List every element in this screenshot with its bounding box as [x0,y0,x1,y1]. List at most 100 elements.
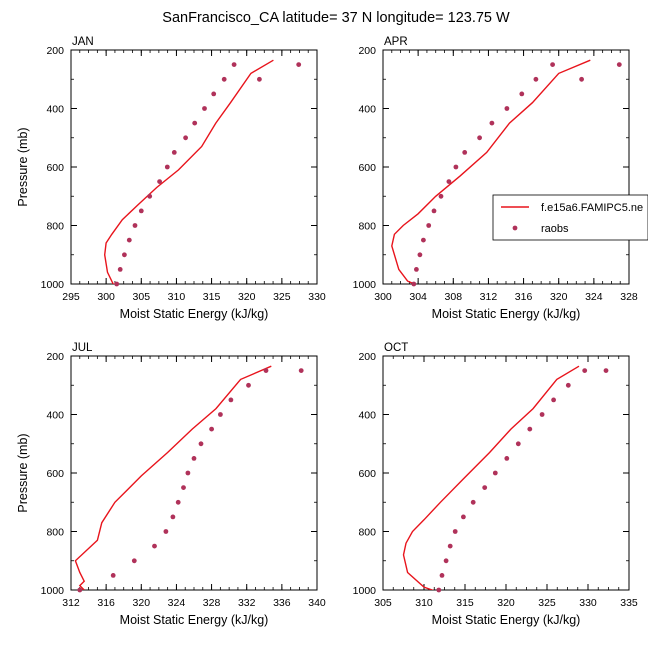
panel-label-oct: OCT [384,342,408,354]
y-axis-label-jan: Pressure (mb) [16,127,30,206]
obs-point-jul [110,573,116,578]
x-tick-label-oct: 330 [579,597,597,609]
obs-point-oct [482,485,488,490]
panel-apr: 300 304 308 312 316 320 324 328 200 400 600 800 1000… [353,36,638,321]
obs-point-apr [579,76,584,82]
obs-point-jul [198,441,204,447]
obs-point-jul [228,397,234,403]
legend: f.e15a6.FAMIPC5.ne raobs [492,194,648,241]
x-tick-label-jul: 328 [203,597,221,609]
x-axis-label-jan: Moist Static Energy (kJ/kg) [120,307,269,321]
legend-label-model: f.e15a6.FAMIPC5.ne [541,202,643,214]
obs-point-apr [411,281,417,287]
obs-point-jan [257,76,262,82]
x-tick-label-jul: 336 [273,597,291,609]
obs-point-jan [221,76,227,82]
x-tick-label-apr: 324 [585,291,603,303]
x-tick-label-jan: 325 [273,291,291,303]
x-tick-label-apr: 308 [445,291,463,303]
obs-point-apr [462,150,468,155]
obs-point-jan [138,208,144,214]
obs-point-oct [539,412,545,417]
x-tick-label-oct: 325 [538,597,556,609]
obs-point-oct [443,558,449,564]
obs-point-apr [426,223,432,228]
obs-point-jan [171,150,177,155]
obs-point-jan [164,164,170,170]
x-tick-label-jul: 320 [133,597,151,609]
y-tick-label-apr: 800 [358,221,376,233]
x-tick-label-jan: 295 [62,291,80,303]
obs-point-jan [183,135,189,141]
obs-point-apr [414,267,419,272]
x-tick-label-oct: 305 [374,597,392,609]
obs-point-jul [191,456,197,461]
obs-point-jan [231,62,237,67]
obs-point-jul [77,587,83,593]
y-tick-label-jul: 1000 [41,585,65,597]
y-tick-label-jul: 800 [46,527,64,539]
obs-point-jul [152,543,157,549]
y-tick-label-oct: 800 [358,527,376,539]
x-tick-label-jan: 305 [133,291,151,303]
x-tick-label-jul: 316 [97,597,115,609]
obs-point-apr [421,237,426,243]
obs-point-oct [470,499,476,505]
obs-point-jan [114,281,120,287]
obs-point-jul [209,426,215,432]
x-tick-label-jul: 340 [308,597,326,609]
obs-point-oct [582,368,588,373]
legend-label-obs: raobs [541,223,569,235]
obs-point-jul [246,382,251,388]
obs-point-jan [202,106,207,111]
legend-marker-swatch [512,225,518,231]
obs-point-jul [185,470,191,476]
model-line-jan [103,59,274,284]
panel-label-apr: APR [384,36,408,48]
y-tick-label-oct: 200 [358,351,376,363]
obs-point-jul [298,368,304,373]
obs-point-jan [122,252,127,258]
obs-point-oct [436,587,442,593]
obs-point-apr [504,106,510,111]
y-axis-label-jul: Pressure (mb) [16,433,30,512]
obs-point-apr [616,62,622,67]
obs-point-apr [550,62,555,67]
x-tick-label-apr: 312 [480,291,498,303]
legend-box [492,194,648,241]
panel-jan: 295 300 305 310 315 320 325 330 200 400 600 800 1000… [16,36,326,321]
panel-jul: 312 316 320 324 328 332 336 340 200 400 600 800 1000… [16,342,326,627]
obs-point-jul [131,558,137,564]
y-tick-label-jan: 200 [46,45,64,57]
y-tick-label-apr: 400 [358,104,376,116]
obs-point-apr [453,164,459,170]
x-tick-label-jan: 315 [203,291,221,303]
obs-point-apr [489,120,495,126]
y-tick-label-apr: 200 [358,45,376,57]
model-line-apr [391,59,591,284]
obs-point-oct [565,382,571,388]
obs-point-oct [504,456,510,461]
model-line-jul [74,365,272,590]
obs-point-oct [452,529,458,534]
x-axis-label-oct: Moist Static Energy (kJ/kg) [432,613,581,627]
obs-point-jan [211,91,217,97]
plot-frame-apr [382,49,630,285]
x-axis-label-jul: Moist Static Energy (kJ/kg) [120,613,269,627]
x-tick-label-jan: 330 [308,291,326,303]
obs-point-oct [527,426,533,432]
x-tick-label-jan: 300 [97,291,115,303]
y-tick-label-jan: 600 [46,162,64,174]
x-tick-label-apr: 300 [374,291,392,303]
plot-frame-oct [382,355,630,591]
obs-point-oct [551,397,556,403]
y-tick-label-jul: 200 [46,351,64,363]
y-tick-label-jan: 800 [46,221,64,233]
plot-frame-jan [70,49,318,285]
y-tick-label-apr: 1000 [353,279,377,291]
obs-point-jul [263,368,269,373]
obs-point-apr [533,76,539,82]
obs-point-jan [192,120,198,126]
y-tick-label-apr: 600 [358,162,376,174]
